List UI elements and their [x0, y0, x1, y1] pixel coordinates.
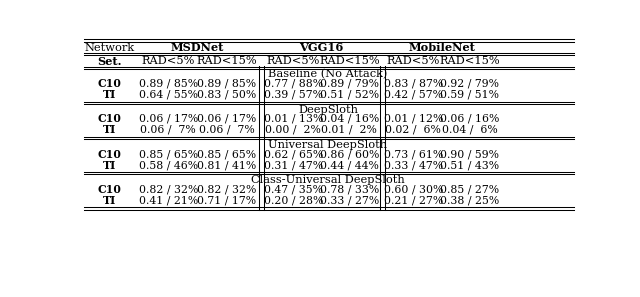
Text: C10: C10: [98, 148, 122, 159]
Text: 0.86 / 60%: 0.86 / 60%: [319, 149, 379, 159]
Text: RAD<15%: RAD<15%: [440, 56, 500, 66]
Text: TI: TI: [103, 89, 116, 100]
Text: 0.20 / 28%: 0.20 / 28%: [264, 195, 323, 205]
Text: Set.: Set.: [97, 56, 122, 67]
Text: 0.89 / 85%: 0.89 / 85%: [197, 79, 257, 89]
Text: 0.89 / 85%: 0.89 / 85%: [139, 79, 198, 89]
Text: 0.06 / 17%: 0.06 / 17%: [139, 114, 198, 124]
Text: DeepSloth: DeepSloth: [298, 105, 358, 115]
Text: 0.39 / 57%: 0.39 / 57%: [264, 90, 323, 100]
Text: 0.47 / 35%: 0.47 / 35%: [264, 184, 323, 194]
Text: C10: C10: [98, 184, 122, 195]
Text: 0.01 /  2%: 0.01 / 2%: [321, 125, 377, 135]
Text: 0.06 / 16%: 0.06 / 16%: [440, 114, 500, 124]
Text: TI: TI: [103, 124, 116, 135]
Text: Universal DeepSloth: Universal DeepSloth: [268, 140, 388, 150]
Text: C10: C10: [98, 113, 122, 124]
Text: 0.82 / 32%: 0.82 / 32%: [139, 184, 198, 194]
Text: 0.58 / 46%: 0.58 / 46%: [139, 160, 198, 170]
Text: 0.38 / 25%: 0.38 / 25%: [440, 195, 499, 205]
Text: 0.21 / 27%: 0.21 / 27%: [384, 195, 443, 205]
Text: 0.01 / 13%: 0.01 / 13%: [264, 114, 323, 124]
Text: 0.73 / 61%: 0.73 / 61%: [384, 149, 443, 159]
Text: 0.51 / 52%: 0.51 / 52%: [320, 90, 379, 100]
Text: RAD<5%: RAD<5%: [387, 56, 440, 66]
Text: 0.33 / 47%: 0.33 / 47%: [384, 160, 443, 170]
Text: 0.90 / 59%: 0.90 / 59%: [440, 149, 499, 159]
Text: 0.60 / 30%: 0.60 / 30%: [383, 184, 443, 194]
Text: VGG16: VGG16: [300, 42, 344, 53]
Text: 0.04 / 16%: 0.04 / 16%: [320, 114, 379, 124]
Text: 0.51 / 43%: 0.51 / 43%: [440, 160, 499, 170]
Text: 0.78 / 33%: 0.78 / 33%: [320, 184, 379, 194]
Text: RAD<5%: RAD<5%: [141, 56, 195, 66]
Text: 0.82 / 32%: 0.82 / 32%: [197, 184, 257, 194]
Text: 0.44 / 44%: 0.44 / 44%: [320, 160, 379, 170]
Text: 0.31 / 47%: 0.31 / 47%: [264, 160, 323, 170]
Text: 0.01 / 12%: 0.01 / 12%: [383, 114, 443, 124]
Text: MSDNet: MSDNet: [171, 42, 224, 53]
Text: RAD<5%: RAD<5%: [267, 56, 320, 66]
Text: 0.06 /  7%: 0.06 / 7%: [140, 125, 196, 135]
Text: 0.92 / 79%: 0.92 / 79%: [440, 79, 499, 89]
Text: 0.77 / 88%: 0.77 / 88%: [264, 79, 323, 89]
Text: Class-Universal DeepSloth: Class-Universal DeepSloth: [251, 175, 405, 185]
Text: 0.85 / 65%: 0.85 / 65%: [139, 149, 198, 159]
Text: 0.85 / 27%: 0.85 / 27%: [440, 184, 499, 194]
Text: 0.64 / 55%: 0.64 / 55%: [139, 90, 198, 100]
Text: 0.85 / 65%: 0.85 / 65%: [197, 149, 257, 159]
Text: 0.02 /  6%: 0.02 / 6%: [385, 125, 441, 135]
Text: RAD<15%: RAD<15%: [196, 56, 257, 66]
Text: 0.83 / 50%: 0.83 / 50%: [197, 90, 257, 100]
Text: 0.62 / 65%: 0.62 / 65%: [264, 149, 323, 159]
Text: C10: C10: [98, 78, 122, 89]
Text: RAD<15%: RAD<15%: [319, 56, 380, 66]
Text: Network: Network: [84, 43, 135, 53]
Text: 0.04 /  6%: 0.04 / 6%: [442, 125, 498, 135]
Text: 0.59 / 51%: 0.59 / 51%: [440, 90, 499, 100]
Text: 0.00 /  2%: 0.00 / 2%: [266, 125, 321, 135]
Text: Baseline (No Attack): Baseline (No Attack): [268, 69, 388, 80]
Text: 0.89 / 79%: 0.89 / 79%: [320, 79, 379, 89]
Text: 0.33 / 27%: 0.33 / 27%: [320, 195, 379, 205]
Text: 0.41 / 21%: 0.41 / 21%: [139, 195, 198, 205]
Text: 0.71 / 17%: 0.71 / 17%: [197, 195, 257, 205]
Text: MobileNet: MobileNet: [408, 42, 475, 53]
Text: 0.06 / 17%: 0.06 / 17%: [197, 114, 257, 124]
Text: 0.06 /  7%: 0.06 / 7%: [199, 125, 255, 135]
Text: 0.83 / 87%: 0.83 / 87%: [384, 79, 443, 89]
Text: 0.81 / 41%: 0.81 / 41%: [197, 160, 257, 170]
Text: 0.42 / 57%: 0.42 / 57%: [384, 90, 443, 100]
Text: TI: TI: [103, 159, 116, 170]
Text: TI: TI: [103, 195, 116, 206]
